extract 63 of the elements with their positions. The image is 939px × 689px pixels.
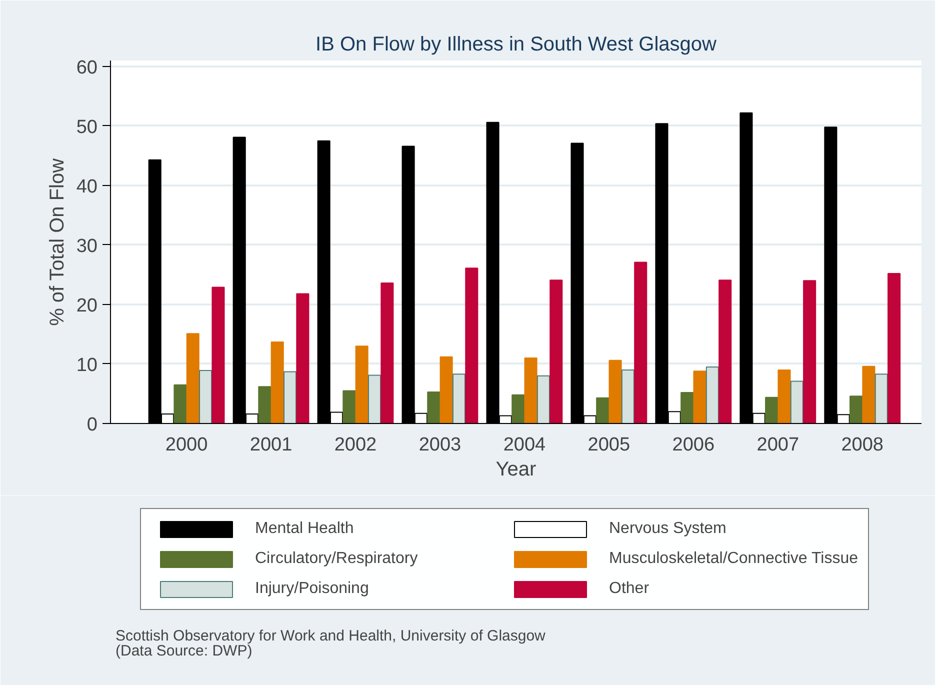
bar (790, 380, 804, 424)
x-tick-label: 2001 (250, 434, 292, 456)
bar (874, 374, 888, 424)
y-axis-title: % of Total On Flow (46, 158, 68, 326)
x-tick-label: 2008 (841, 434, 884, 456)
bar (778, 369, 791, 424)
bar (258, 386, 272, 424)
bar (199, 370, 212, 424)
bar (850, 396, 863, 424)
bar (174, 384, 187, 424)
bar (465, 268, 478, 424)
x-axis-title: Year (496, 458, 537, 480)
legend-label: Musculoskeletal/Connective Tissue (609, 550, 858, 568)
x-tick-label: 2004 (503, 434, 546, 456)
legend-label: Circulatory/Respiratory (255, 550, 419, 568)
legend-label: Mental Health (255, 520, 355, 538)
bar (284, 371, 297, 424)
y-tick-label: 0 (86, 414, 98, 436)
legend-label: Nervous System (609, 520, 728, 538)
bar (440, 356, 453, 424)
x-tick-label: 2005 (588, 434, 630, 456)
bar (452, 374, 466, 424)
y-tick-label: 20 (76, 295, 98, 316)
x-tick-label: 2002 (334, 434, 377, 456)
bar (706, 366, 719, 424)
x-tick-label: 2006 (672, 434, 715, 456)
bar (621, 369, 634, 424)
legend-label: Other (609, 580, 650, 598)
legend-label: Injury/Poisoning (255, 580, 370, 598)
bar (512, 394, 525, 424)
bar (355, 346, 368, 424)
x-tick-label: 2007 (756, 434, 800, 456)
bar (536, 375, 550, 424)
bar (693, 370, 706, 424)
bar (270, 341, 284, 424)
y-tick-label: 50 (76, 116, 98, 138)
bar (212, 286, 225, 424)
bar (550, 280, 563, 424)
bar (596, 397, 610, 424)
x-tick-label: 2000 (165, 434, 208, 456)
bar (427, 391, 440, 424)
bar (296, 293, 310, 424)
bar (524, 358, 538, 424)
bar (368, 374, 382, 424)
chart-title: IB On Flow by Illness in South West Glasgow (316, 34, 718, 56)
bar (342, 390, 356, 424)
text: Scottish Observatory for Work and Health, University of Glasgow (116, 628, 546, 644)
bar (680, 392, 694, 424)
y-tick-label: 10 (76, 354, 98, 376)
y-tick-label: 60 (76, 57, 98, 78)
y-tick-label: 40 (76, 176, 98, 198)
bar (608, 360, 622, 424)
bar (862, 366, 876, 424)
bar (186, 333, 200, 424)
bar (718, 280, 732, 424)
bar (803, 280, 816, 424)
bar (380, 282, 394, 424)
bar (765, 396, 778, 424)
bar (634, 262, 648, 424)
y-tick-label: 30 (76, 236, 98, 257)
x-tick-label: 2003 (418, 434, 462, 456)
text: (Data Source: DWP) (116, 642, 252, 660)
bar (888, 273, 901, 424)
